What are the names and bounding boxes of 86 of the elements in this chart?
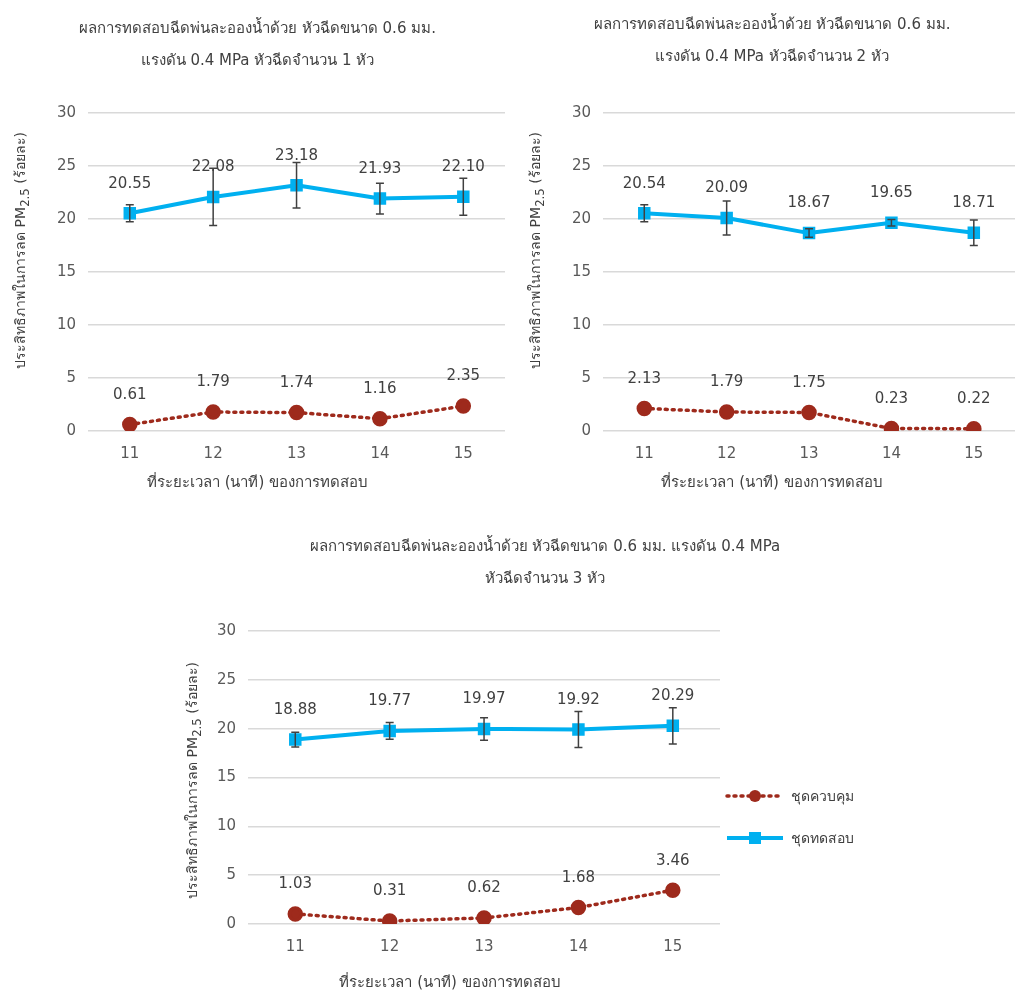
x-tick-label: 14 [568,936,588,955]
chart-title: ผลการทดสอบฉีดพ่นละอองน้ำด้วย หัวฉีดขนาด 0.6 มม. แรงดัน 0.4 MPa หัวฉีดจำนวน 2 หัว [592,12,952,67]
point [570,899,587,916]
data-label: 1.03 [278,874,312,893]
x-tick-label: 15 [663,936,683,955]
y-tick-label: 15 [56,261,77,280]
data-label: 19.77 [368,691,412,710]
point [636,400,653,417]
data-label: 21.93 [358,158,402,177]
y-tick-label: 5 [226,865,237,884]
data-label: 18.71 [952,193,996,212]
data-label: 20.54 [622,173,666,192]
point [287,906,304,922]
data-label: 18.67 [787,193,831,212]
data-label: 19.92 [556,689,600,708]
chart-title: ผลการทดสอบฉีดพ่นละอองน้ำด้วย หัวฉีดขนาด 0.6 มม. แรงดัน 0.4 MPa หัวฉีดจำนวน 3 หัว [308,534,782,589]
y-tick-label: 10 [56,314,77,333]
y-tick-label: 15 [216,767,237,786]
y-tick-label: 10 [216,816,237,835]
data-label: 0.61 [113,384,147,403]
x-axis-title: ที่ระยะเวลา (นาที) ของการทดสอบ [338,971,562,993]
data-label: 19.65 [869,183,913,202]
legend-label: ชุดควบคุม [791,787,854,807]
data-label: 0.62 [467,878,501,897]
data-label: 22.10 [441,157,485,176]
y-tick-label: 20 [571,208,592,227]
data-label: 2.35 [446,366,481,385]
x-tick-label: 12 [380,936,400,955]
x-tick-label: 15 [964,443,984,462]
chart-title: ผลการทดสอบฉีดพ่นละอองน้ำด้วย หัวฉีดขนาด 0.6 มม. แรงดัน 0.4 MPa หัวฉีดจำนวน 1 หัว [78,16,437,71]
y-tick-label: 5 [581,367,592,386]
y-tick-label: 5 [66,367,77,386]
x-tick-label: 13 [799,443,819,462]
data-label: 18.88 [273,700,317,718]
legend-label: ชุดทดสอบ [791,829,854,849]
x-axis-title: ที่ระยะเวลา (นาที) ของการทดสอบ [660,471,884,493]
point [372,410,388,427]
point [205,404,221,420]
data-label: 1.75 [792,372,826,391]
y-tick-label: 0 [581,420,592,439]
y-tick-label: 20 [56,208,77,227]
point [665,882,681,898]
x-tick-label: 15 [453,443,473,462]
y-tick-label: 0 [226,913,237,932]
data-label: 1.79 [709,372,744,391]
point [455,398,472,414]
x-tick-label: 11 [120,443,140,462]
x-tick-label: 14 [881,443,901,462]
x-tick-label: 14 [370,443,390,462]
data-label: 19.97 [462,689,506,708]
y-tick-label: 25 [571,155,592,174]
point [801,404,817,421]
x-tick-label: 13 [474,936,494,955]
y-tick-label: 30 [56,102,77,121]
y-tick-label: 20 [216,718,237,737]
data-label: 0.31 [372,881,407,900]
data-label: 0.22 [957,389,991,408]
y-tick-label: 15 [571,261,592,280]
data-label: 20.29 [651,686,695,705]
point [476,910,492,924]
data-label: 23.18 [275,145,319,164]
data-label: 20.55 [108,173,152,192]
point [718,404,735,420]
point [288,404,305,421]
data-label: 1.79 [196,372,230,391]
x-tick-label: 11 [634,443,654,462]
x-axis-title: ที่ระยะเวลา (นาที) ของการทดสอบ [145,471,370,493]
data-label: 1.74 [279,372,314,391]
point [122,416,138,431]
data-label: 3.46 [656,850,690,869]
data-label: 2.13 [627,368,661,387]
data-label: 22.08 [191,157,235,176]
y-tick-label: 30 [571,102,592,121]
y-tick-label: 10 [571,314,592,333]
x-tick-label: 11 [285,936,305,955]
x-tick-label: 13 [287,443,307,462]
y-tick-label: 25 [56,155,77,174]
data-label: 20.09 [705,178,749,197]
x-tick-label: 12 [203,443,223,462]
data-label: 1.68 [561,867,596,886]
x-tick-label: 12 [717,443,737,462]
y-tick-label: 0 [66,420,77,439]
y-tick-label: 25 [216,669,237,688]
data-label: 1.16 [363,379,397,398]
data-label: 0.23 [874,388,909,407]
y-tick-label: 30 [216,620,237,639]
